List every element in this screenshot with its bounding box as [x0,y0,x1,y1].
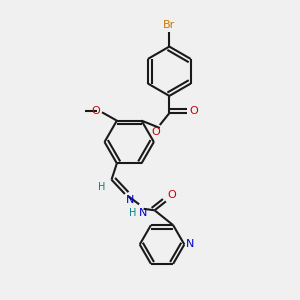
Text: H: H [129,208,136,218]
Text: H: H [98,182,106,192]
Text: O: O [190,106,198,116]
Text: O: O [92,106,100,116]
Text: Br: Br [163,20,176,30]
Text: O: O [152,127,160,136]
Text: N: N [126,195,135,206]
Text: N: N [139,208,148,218]
Text: N: N [186,239,194,250]
Text: O: O [167,190,176,200]
